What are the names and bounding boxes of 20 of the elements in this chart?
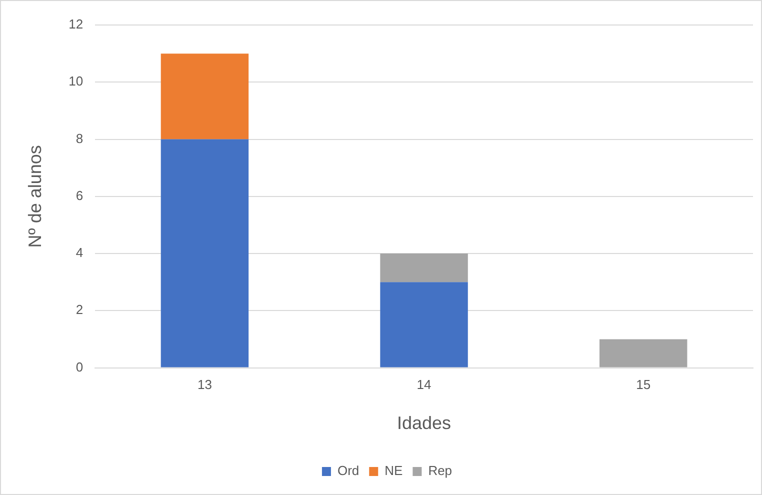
x-axis-title: Idades (397, 413, 452, 434)
legend-label: Rep (428, 463, 452, 478)
y-tick-label: 4 (76, 245, 84, 260)
x-tick-label: 13 (197, 377, 212, 392)
y-tick-label: 8 (76, 130, 84, 146)
bar (380, 282, 468, 368)
y-tick-label: 6 (76, 188, 84, 203)
bar (160, 54, 249, 140)
bar (160, 139, 249, 368)
y-tick-label: 12 (68, 16, 84, 32)
legend-label: Ord (337, 463, 360, 478)
y-tick-label: 0 (76, 359, 84, 374)
x-tick-label: 14 (416, 377, 432, 392)
legend-label: NE (384, 463, 404, 478)
bar (599, 339, 688, 368)
y-tick-label: 10 (68, 74, 84, 89)
bar (380, 254, 468, 282)
y-tick-label: 2 (76, 302, 84, 318)
y-axis-title: Nº de alunos (24, 145, 45, 248)
x-tick-label: 15 (636, 377, 651, 392)
